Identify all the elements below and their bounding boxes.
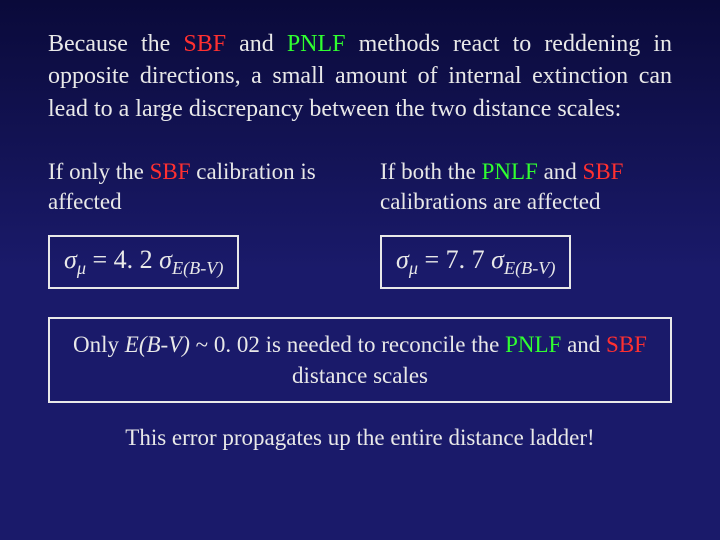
- left-eq: = 4. 2: [86, 245, 159, 274]
- left-sigma2: σ: [159, 245, 172, 274]
- concl-sbf: SBF: [606, 332, 647, 357]
- right-sigma2: σ: [491, 245, 504, 274]
- right-sbf: SBF: [583, 159, 624, 184]
- right-esub: E(B-V): [504, 258, 556, 278]
- concl-t2: ~ 0. 02 is needed to reconcile the: [190, 332, 505, 357]
- intro-t1: Because the: [48, 31, 183, 57]
- left-heading: If only the SBF calibration is affected: [48, 157, 340, 217]
- concl-ebv: E(B-V): [125, 332, 190, 357]
- right-heading: If both the PNLF and SBF calibrations ar…: [380, 157, 672, 217]
- left-sigma1: σ: [64, 245, 77, 274]
- right-formula-box: σμ = 7. 7 σE(B-V): [380, 235, 571, 289]
- right-h3: calibrations are affected: [380, 189, 601, 214]
- left-formula-box: σμ = 4. 2 σE(B-V): [48, 235, 239, 289]
- concl-t1: Only: [73, 332, 125, 357]
- columns: If only the SBF calibration is affected …: [48, 157, 672, 289]
- intro-t2: and: [226, 31, 287, 57]
- intro-sbf: SBF: [183, 31, 226, 57]
- right-h2: and: [538, 159, 583, 184]
- right-pnlf: PNLF: [482, 159, 538, 184]
- left-h1: If only the: [48, 159, 150, 184]
- left-column: If only the SBF calibration is affected …: [48, 157, 340, 289]
- intro-paragraph: Because the SBF and PNLF methods react t…: [48, 28, 672, 125]
- right-column: If both the PNLF and SBF calibrations ar…: [380, 157, 672, 289]
- right-h1: If both the: [380, 159, 482, 184]
- concl-t3: and: [561, 332, 606, 357]
- left-mu: μ: [77, 258, 86, 278]
- final-line: This error propagates up the entire dist…: [48, 425, 672, 451]
- right-sigma1: σ: [396, 245, 409, 274]
- intro-pnlf: PNLF: [287, 31, 346, 57]
- concl-pnlf: PNLF: [505, 332, 561, 357]
- left-esub: E(B-V): [172, 258, 224, 278]
- right-eq: = 7. 7: [418, 245, 491, 274]
- left-sbf: SBF: [150, 159, 191, 184]
- concl-t4: distance scales: [292, 363, 428, 388]
- right-mu: μ: [409, 258, 418, 278]
- conclusion-box: Only E(B-V) ~ 0. 02 is needed to reconci…: [48, 317, 672, 403]
